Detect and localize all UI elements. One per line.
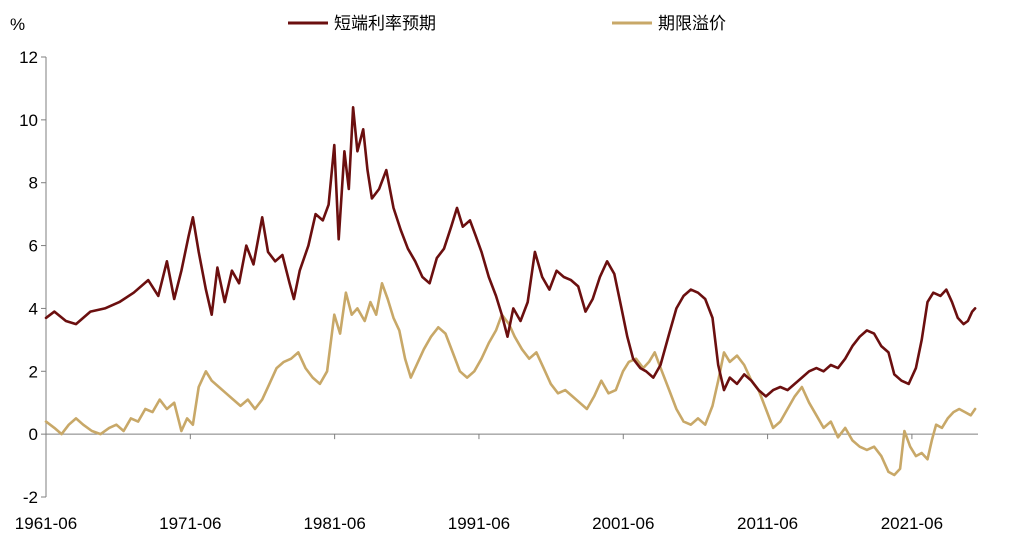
series-line-term-premium <box>44 282 977 477</box>
series-line-short-rate <box>44 106 977 398</box>
y-tick-label: 12 <box>19 48 38 67</box>
series-layer <box>44 106 977 477</box>
y-tick-label: 8 <box>29 174 38 193</box>
x-tick-label: 1991-06 <box>448 514 510 533</box>
legend: 短端利率预期 期限溢价 <box>288 14 726 34</box>
x-tick-label: 2001-06 <box>592 514 654 533</box>
y-tick-label: 4 <box>29 299 38 318</box>
y-tick-label: 2 <box>29 362 38 381</box>
y-axis: -2 0 2 4 6 8 10 12 <box>19 48 47 507</box>
x-tick-label: 1971-06 <box>159 514 221 533</box>
x-tick-label: 2021-06 <box>881 514 943 533</box>
y-tick-label: 6 <box>29 237 38 256</box>
x-tick-label: 2011-06 <box>737 514 798 533</box>
y-unit-label: % <box>10 15 25 34</box>
x-tick-label: 1961-06 <box>15 514 77 533</box>
y-tick-label: 10 <box>19 111 38 130</box>
x-axis: 1961-06 1971-06 1981-06 1991-06 2001-06 2011-… <box>15 433 978 533</box>
x-tick-label: 1981-06 <box>303 514 365 533</box>
y-tick-label: 0 <box>29 425 38 444</box>
y-tick-label: -2 <box>23 488 38 507</box>
legend-label-term-premium: 期限溢价 <box>658 14 726 34</box>
legend-label-short-rate: 短端利率预期 <box>334 14 436 34</box>
